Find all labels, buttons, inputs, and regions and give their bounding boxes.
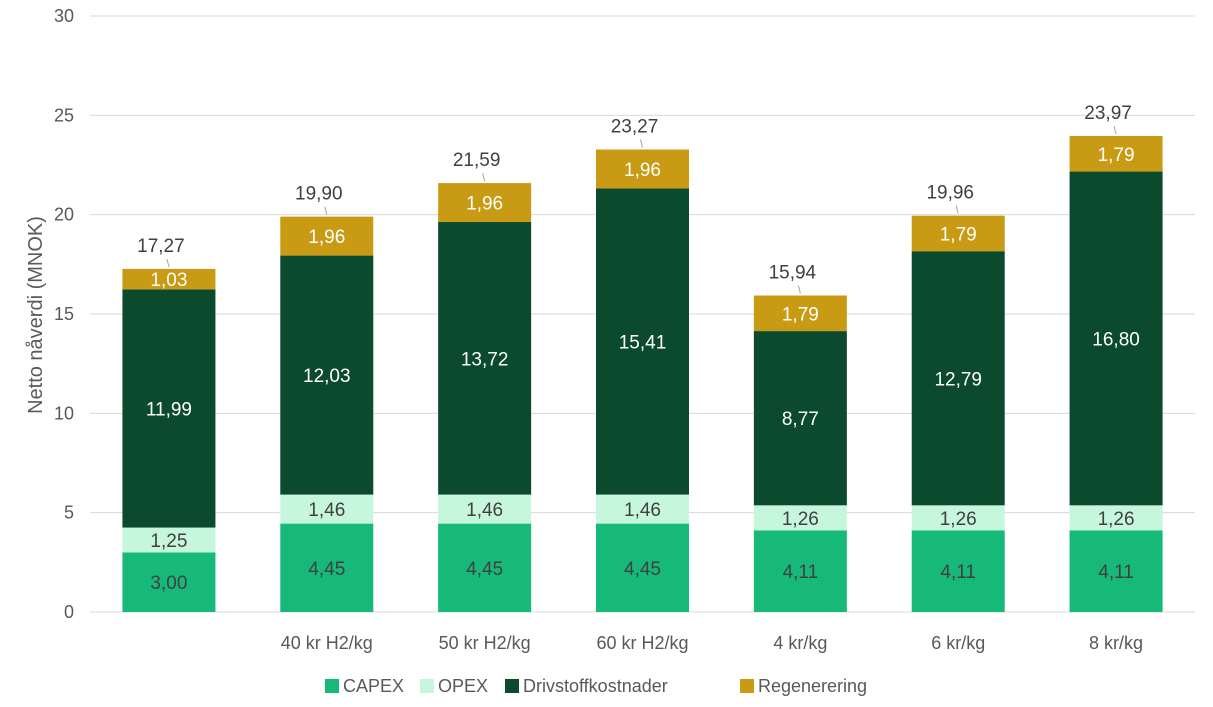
bar-segment: [596, 494, 689, 524]
bar-segment: [438, 222, 532, 495]
x-category-label: 4 kr/kg: [773, 633, 827, 653]
bar-segment: [753, 530, 847, 612]
x-category-label: 50 kr H2/kg: [439, 633, 531, 653]
bar-segment: [596, 149, 689, 189]
data-label: 3,00: [150, 573, 187, 594]
total-leader-line: [324, 206, 328, 215]
total-label: 19,90: [295, 184, 343, 205]
bar-segment: [122, 552, 216, 612]
bar-segment: [1069, 530, 1163, 612]
bar-segment: [438, 494, 532, 524]
bar-segment: [911, 251, 1005, 506]
bar-segment: [438, 523, 532, 612]
total-label: 23,27: [611, 117, 659, 138]
x-category-label: 60 kr H2/kg: [596, 633, 688, 653]
bar-segment: [122, 289, 216, 528]
total-leader-line: [166, 258, 170, 268]
data-label: 1,79: [940, 224, 977, 245]
data-label: 1,25: [150, 531, 187, 552]
data-label: 1,96: [624, 160, 661, 181]
bar-segment: [122, 268, 216, 290]
y-axis-title: Netto nåverdi (MNOK): [25, 216, 47, 414]
bar-segment: [280, 494, 374, 524]
data-label: 4,11: [783, 562, 819, 583]
legend-label: OPEX: [438, 676, 488, 696]
legend-label: CAPEX: [343, 676, 404, 696]
data-label: 16,80: [1092, 329, 1140, 350]
bar-segment: [1069, 171, 1163, 506]
total-leader-line: [797, 285, 801, 294]
bar-segment: [911, 215, 1005, 252]
data-label: 4,45: [466, 559, 503, 580]
total-leader-line: [482, 172, 486, 182]
bar-segment: [911, 530, 1005, 612]
bar-segment: [280, 523, 374, 612]
y-tick-label: 10: [54, 403, 74, 423]
bar-segment: [1069, 135, 1163, 172]
x-category-label: 6 kr/kg: [931, 633, 985, 653]
bar-segment: [122, 527, 216, 553]
bar-segment: [438, 183, 532, 223]
bar-segment: [753, 505, 847, 531]
data-label: 1,26: [940, 509, 977, 530]
data-label: 1,03: [150, 270, 187, 291]
bar-segment: [596, 523, 689, 612]
total-leader-line: [640, 139, 643, 148]
y-axis-ticks: 0 5 10 15 20 25 30: [54, 6, 74, 622]
data-label: 1,79: [782, 304, 819, 325]
data-label: 4,11: [1098, 562, 1134, 583]
data-label: 1,96: [308, 227, 345, 248]
legend-label: Drivstoffkostnader: [523, 676, 668, 696]
data-label: 1,46: [466, 500, 503, 521]
data-label: 4,45: [624, 559, 661, 580]
data-label: 13,72: [461, 349, 509, 370]
data-label: 8,77: [782, 409, 819, 430]
bar-segment: [280, 216, 374, 256]
total-label: 23,97: [1084, 103, 1132, 124]
legend-swatch: [325, 679, 339, 693]
y-tick-label: 5: [64, 503, 74, 523]
legend: CAPEX OPEX Drivstoffkostnader Regenerering: [325, 676, 867, 696]
data-label: 12,79: [934, 369, 982, 390]
y-tick-label: 20: [54, 205, 74, 225]
data-label: 4,11: [940, 562, 976, 583]
legend-swatch: [740, 679, 754, 693]
total-leader-line: [955, 205, 959, 214]
data-label: 12,03: [303, 366, 351, 387]
data-label: 1,46: [624, 500, 661, 521]
y-tick-label: 30: [54, 6, 74, 26]
legend-label: Regenerering: [758, 676, 867, 696]
total-label: 21,59: [453, 150, 501, 171]
x-category-label: 8 kr/kg: [1089, 633, 1143, 653]
data-label: 1,26: [782, 509, 819, 530]
total-leader-line: [1113, 125, 1117, 135]
total-label: 19,96: [926, 183, 974, 204]
data-label: 11,99: [146, 399, 192, 420]
data-label: 15,41: [619, 333, 667, 354]
data-label: 1,79: [1098, 145, 1135, 166]
y-tick-label: 0: [64, 602, 74, 622]
total-label: 17,27: [137, 236, 185, 257]
bar-segment: [753, 331, 847, 506]
legend-swatch: [420, 679, 434, 693]
data-label: 4,45: [308, 559, 345, 580]
data-label: 1,26: [1098, 509, 1135, 530]
legend-swatch: [505, 679, 519, 693]
bar-segment: [280, 255, 374, 495]
y-tick-label: 25: [54, 105, 74, 125]
y-tick-label: 15: [54, 304, 74, 324]
x-category-label: 40 kr H2/kg: [281, 633, 373, 653]
bar-segment: [596, 188, 689, 495]
total-label: 15,94: [769, 263, 817, 284]
bar-segment: [1069, 505, 1163, 531]
data-label: 1,96: [466, 194, 503, 215]
x-axis-categories: 40 kr H2/kg 50 kr H2/kg 60 kr H2/kg 4 kr/kg…: [281, 633, 1143, 653]
bars: 3,00 1,25 11,99 1,03 17,27 4,45 1,46 12,03 1,96 1…: [122, 103, 1163, 612]
bar-segment: [753, 295, 847, 332]
bar-segment: [911, 505, 1005, 531]
data-label: 1,46: [308, 500, 345, 521]
